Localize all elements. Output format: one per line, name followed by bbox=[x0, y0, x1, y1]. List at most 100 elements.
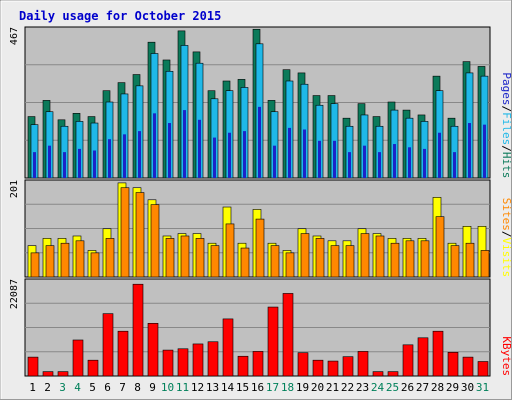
bar-sites-day-31 bbox=[480, 250, 490, 278]
bar-pages-day-24 bbox=[378, 152, 381, 178]
bar-pages-day-10 bbox=[168, 123, 171, 178]
bar-pages-day-31 bbox=[483, 124, 486, 178]
y-max-label: 22087 bbox=[9, 279, 20, 309]
bar-pages-day-17 bbox=[273, 145, 276, 178]
bar-kbytes-day-16 bbox=[252, 351, 264, 377]
x-axis-labels: 1 2 3 4 5 6 7 8 9 10 11 12 13 14 15 16 17 18 19 20 21 22 23 24 2… bbox=[29, 381, 489, 394]
x-tick-label: 6 bbox=[104, 381, 111, 394]
bar-pages-day-20 bbox=[318, 140, 321, 178]
bar-kbytes-day-27 bbox=[417, 337, 429, 377]
bar-sites-day-12 bbox=[195, 238, 205, 278]
bar-kbytes-day-14 bbox=[222, 318, 234, 377]
bar-sites-day-19 bbox=[300, 233, 310, 278]
x-tick-label: 9 bbox=[149, 381, 156, 394]
legend-item: Files bbox=[500, 112, 512, 145]
x-tick-label: 27 bbox=[416, 381, 429, 394]
bar-sites-day-16 bbox=[255, 218, 265, 278]
x-tick-label: 30 bbox=[461, 381, 474, 394]
bar-sites-day-21 bbox=[330, 245, 340, 278]
bar-pages-day-28 bbox=[438, 132, 441, 178]
bar-kbytes-day-29 bbox=[447, 351, 459, 377]
bar-sites-day-18 bbox=[285, 252, 295, 278]
bar-sites-day-13 bbox=[210, 245, 220, 278]
bar-sites-day-25 bbox=[390, 242, 400, 278]
bar-pages-day-30 bbox=[468, 123, 471, 178]
bar-kbytes-day-20 bbox=[312, 359, 324, 377]
bar-pages-day-15 bbox=[243, 131, 246, 178]
panel-mid: 201 Sites/Visits bbox=[9, 179, 512, 278]
bar-sites-day-22 bbox=[345, 245, 355, 278]
bar-pages-day-21 bbox=[333, 140, 336, 178]
bar-kbytes-day-2 bbox=[42, 371, 54, 377]
legend-mid: Sites/Visits bbox=[500, 198, 512, 277]
x-tick-label: 17 bbox=[266, 381, 279, 394]
bar-kbytes-day-4 bbox=[72, 339, 84, 377]
bar-kbytes-day-18 bbox=[282, 293, 294, 377]
bar-kbytes-day-25 bbox=[387, 371, 399, 377]
x-tick-label: 4 bbox=[74, 381, 81, 394]
bar-kbytes-day-9 bbox=[147, 322, 159, 377]
x-tick-label: 15 bbox=[236, 381, 249, 394]
x-tick-label: 2 bbox=[44, 381, 51, 394]
bar-pages-day-23 bbox=[363, 145, 366, 178]
bar-pages-day-12 bbox=[198, 119, 201, 178]
x-tick-label: 16 bbox=[251, 381, 264, 394]
x-tick-label: 29 bbox=[446, 381, 459, 394]
legend-item: Visits bbox=[500, 238, 512, 278]
legend-item: / bbox=[500, 231, 512, 238]
bar-sites-day-7 bbox=[120, 187, 130, 278]
bar-sites-day-14 bbox=[225, 223, 235, 278]
y-max-label: 467 bbox=[9, 27, 20, 45]
legend-top: Pages/Files/Hits bbox=[500, 72, 512, 178]
bar-sites-day-15 bbox=[240, 247, 250, 278]
x-tick-label: 12 bbox=[191, 381, 204, 394]
bar-pages-day-25 bbox=[393, 144, 396, 178]
x-tick-label: 26 bbox=[401, 381, 414, 394]
y-max-label: 201 bbox=[9, 180, 20, 198]
x-tick-label: 24 bbox=[371, 381, 385, 394]
bar-sites-day-17 bbox=[270, 245, 280, 278]
bar-sites-day-10 bbox=[165, 238, 175, 278]
bar-sites-day-27 bbox=[420, 240, 430, 278]
bar-kbytes-day-21 bbox=[327, 360, 339, 377]
bar-pages-day-2 bbox=[48, 145, 51, 178]
bar-kbytes-day-10 bbox=[162, 349, 174, 377]
x-tick-label: 10 bbox=[161, 381, 174, 394]
x-tick-label: 14 bbox=[221, 381, 235, 394]
x-tick-label: 31 bbox=[476, 381, 489, 394]
bar-kbytes-day-6 bbox=[102, 313, 114, 377]
bar-kbytes-day-11 bbox=[177, 348, 189, 377]
panel-top: 467 Pages/Files/Hits bbox=[9, 26, 512, 179]
bar-kbytes-day-31 bbox=[477, 361, 489, 377]
legend-item: Pages bbox=[500, 72, 512, 105]
chart-title: Daily usage for October 2015 bbox=[19, 9, 221, 23]
bar-kbytes-day-7 bbox=[117, 330, 129, 377]
bar-pages-day-3 bbox=[63, 152, 66, 178]
bar-kbytes-day-1 bbox=[27, 356, 39, 377]
bar-sites-day-30 bbox=[465, 242, 475, 278]
bar-pages-day-27 bbox=[423, 148, 426, 178]
x-tick-label: 11 bbox=[176, 381, 189, 394]
bar-kbytes-day-17 bbox=[267, 306, 279, 377]
bar-kbytes-day-8 bbox=[132, 283, 144, 377]
legend-item: / bbox=[500, 106, 512, 113]
x-tick-label: 13 bbox=[206, 381, 219, 394]
x-tick-label: 19 bbox=[296, 381, 309, 394]
x-tick-label: 1 bbox=[29, 381, 36, 394]
legend-item: KBytes bbox=[500, 336, 512, 376]
bar-pages-day-13 bbox=[213, 137, 216, 178]
bar-kbytes-day-19 bbox=[297, 352, 309, 377]
bar-kbytes-day-13 bbox=[207, 341, 219, 377]
x-tick-label: 20 bbox=[311, 381, 324, 394]
bar-kbytes-day-26 bbox=[402, 344, 414, 377]
chart-panels: 467 Pages/Files/Hits 201 Sites/Visits 22087 K… bbox=[9, 26, 512, 377]
bar-pages-day-26 bbox=[408, 147, 411, 178]
bar-sites-day-8 bbox=[135, 192, 145, 278]
bar-pages-day-4 bbox=[78, 148, 81, 178]
x-tick-label: 23 bbox=[356, 381, 369, 394]
bar-pages-day-5 bbox=[93, 150, 96, 178]
bar-sites-day-29 bbox=[450, 245, 460, 278]
x-tick-label: 18 bbox=[281, 381, 294, 394]
bar-kbytes-day-28 bbox=[432, 330, 444, 377]
